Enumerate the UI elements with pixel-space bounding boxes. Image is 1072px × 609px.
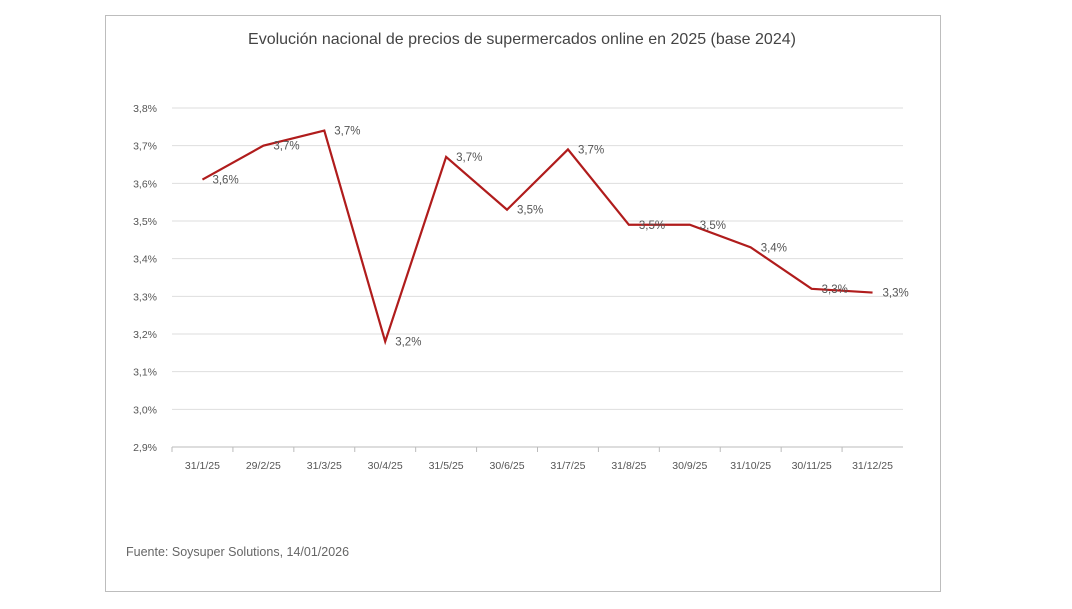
data-label: 3,3% [822,284,848,296]
data-label: 3,7% [578,144,604,156]
data-label: 3,4% [761,242,787,254]
data-label: 3,5% [517,205,543,217]
chart-frame [105,15,941,592]
y-tick-label: 3,2% [133,329,157,341]
x-tick-label: 31/3/25 [307,460,342,472]
data-label: 3,2% [395,337,421,349]
x-tick-label: 31/1/25 [185,460,220,472]
chart-title: Evolución nacional de precios de superme… [248,31,796,48]
x-tick-label: 31/10/25 [730,460,771,472]
y-tick-label: 2,9% [133,442,157,454]
y-tick-label: 3,1% [133,367,157,379]
x-tick-label: 29/2/25 [246,460,281,472]
data-label: 3,7% [456,152,482,164]
x-tick-label: 30/9/25 [672,460,707,472]
y-tick-label: 3,3% [133,291,157,303]
data-label: 3,5% [639,220,665,232]
chart-source: Fuente: Soysuper Solutions, 14/01/2026 [126,545,350,559]
data-label: 3,7% [334,126,360,138]
x-tick-label: 31/7/25 [550,460,585,472]
x-tick-label: 30/6/25 [490,460,525,472]
x-tick-label: 31/5/25 [429,460,464,472]
data-label: 3,7% [273,141,299,153]
data-label: 3,3% [883,288,909,300]
x-tick-label: 31/12/25 [852,460,893,472]
y-tick-label: 3,0% [133,404,157,416]
x-tick-label: 30/11/25 [792,460,832,472]
y-tick-label: 3,6% [133,178,157,190]
x-tick-label: 30/4/25 [368,460,403,472]
y-tick-label: 3,7% [133,141,157,153]
data-label: 3,5% [700,220,726,232]
y-tick-label: 3,5% [133,216,157,228]
series-line [201,129,873,346]
y-tick-label: 3,8% [133,103,157,115]
data-label: 3,6% [212,175,238,187]
x-tick-label: 31/8/25 [611,460,646,472]
y-tick-label: 3,4% [133,254,157,266]
